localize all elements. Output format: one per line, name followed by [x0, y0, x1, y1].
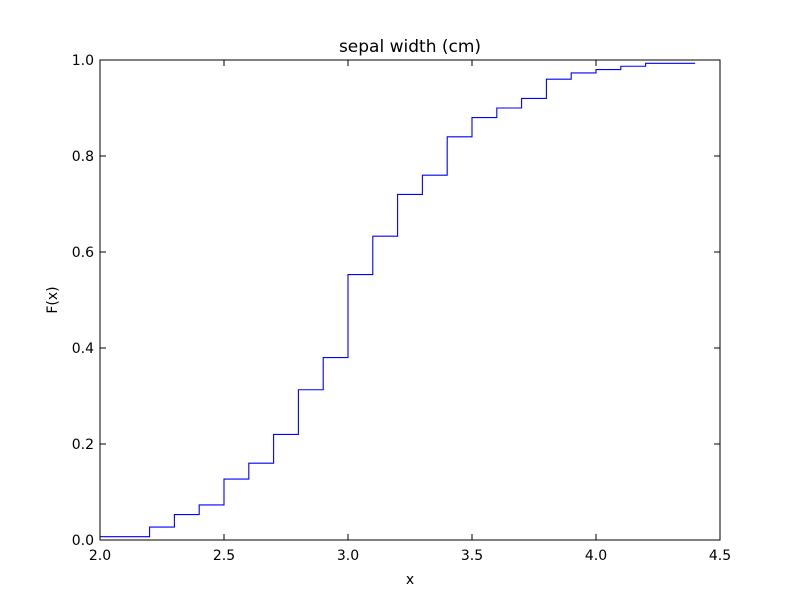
x-tick-label: 4.5 [709, 548, 731, 564]
axis-ticks: 2.0 2.5 3.0 3.5 4.0 4.5 0.0 0.2 0.4 0.6 0.8 1.0 [72, 53, 731, 564]
y-tick-label: 1.0 [72, 53, 94, 69]
y-tick-label: 0.0 [72, 533, 94, 549]
y-tick-label: 0.4 [72, 341, 94, 357]
y-tick-label: 0.8 [72, 149, 94, 165]
x-axis-label: x [406, 572, 414, 588]
y-axis-label: F(x) [45, 286, 61, 313]
y-tick-label: 0.6 [72, 245, 94, 261]
y-tick-label: 0.2 [72, 437, 94, 453]
x-tick-label: 2.0 [89, 548, 111, 564]
chart-title: sepal width (cm) [339, 37, 481, 57]
cdf-series [100, 62, 696, 538]
x-tick-label: 3.5 [461, 548, 483, 564]
cdf-step-line [100, 62, 696, 538]
x-tick-label: 4.0 [585, 548, 607, 564]
x-tick-label: 3.0 [337, 548, 359, 564]
plot-area [100, 62, 696, 538]
plot-frame [99, 59, 721, 541]
x-tick-label: 2.5 [213, 548, 235, 564]
